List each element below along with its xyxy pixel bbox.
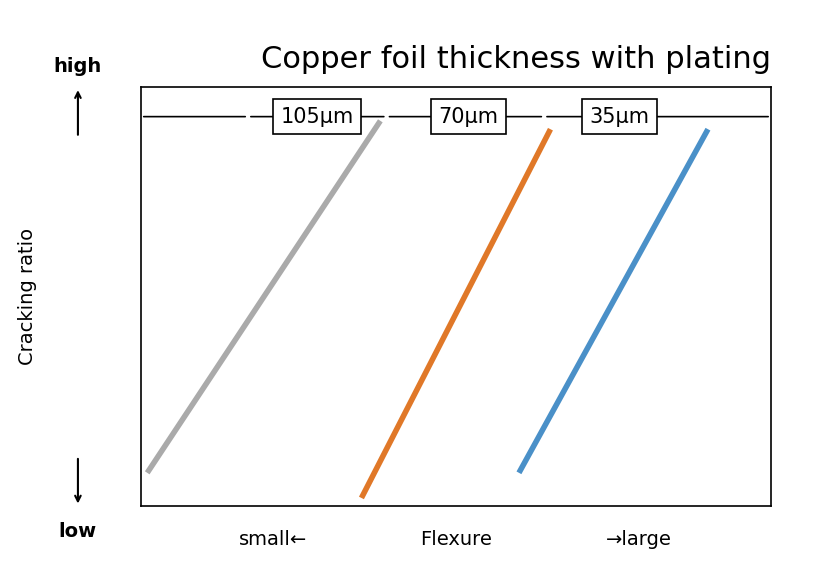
Text: Flexure: Flexure bbox=[420, 530, 491, 549]
Text: 35μm: 35μm bbox=[589, 107, 649, 127]
Text: Cracking ratio: Cracking ratio bbox=[18, 228, 37, 365]
Text: small←: small← bbox=[238, 530, 307, 549]
Text: 70μm: 70μm bbox=[438, 107, 498, 127]
Text: low: low bbox=[59, 522, 97, 541]
Text: Copper foil thickness with plating: Copper foil thickness with plating bbox=[261, 45, 770, 74]
Text: →large: →large bbox=[605, 530, 671, 549]
Text: high: high bbox=[54, 57, 102, 76]
Text: 105μm: 105μm bbox=[281, 107, 354, 127]
